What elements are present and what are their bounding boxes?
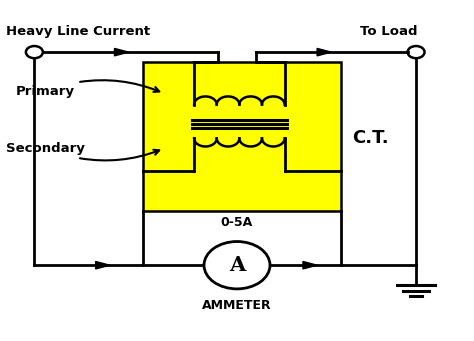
- Text: To Load: To Load: [359, 25, 417, 38]
- Text: Primary: Primary: [16, 80, 159, 98]
- Text: 0-5A: 0-5A: [221, 217, 253, 229]
- Polygon shape: [115, 48, 128, 56]
- Polygon shape: [303, 262, 317, 269]
- Circle shape: [204, 241, 270, 289]
- Polygon shape: [317, 48, 331, 56]
- Text: C.T.: C.T.: [353, 129, 389, 147]
- Text: AMMETER: AMMETER: [202, 299, 272, 312]
- Text: A: A: [229, 255, 245, 275]
- Polygon shape: [96, 262, 110, 269]
- Bar: [143, 62, 341, 211]
- Text: Secondary: Secondary: [6, 142, 159, 160]
- Text: Heavy Line Current: Heavy Line Current: [6, 25, 150, 38]
